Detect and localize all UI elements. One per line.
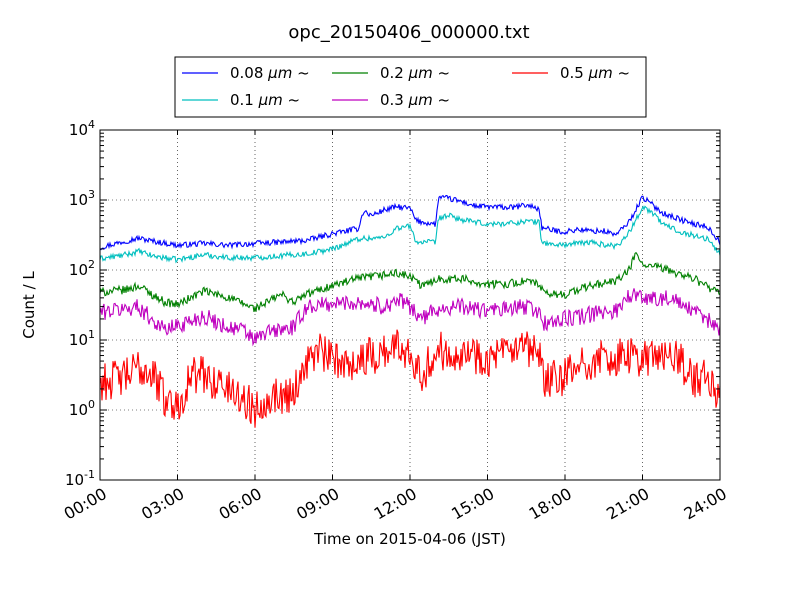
x-tick-label: 09:00 xyxy=(293,484,342,524)
y-tick-label: 103 xyxy=(69,188,95,209)
x-tick-label: 06:00 xyxy=(216,484,265,524)
x-tick-label: 00:00 xyxy=(61,484,110,524)
chart-title: opc_20150406_000000.txt xyxy=(288,22,529,43)
axis-ticks xyxy=(99,129,721,481)
series-line xyxy=(99,205,721,264)
x-tick-label: 21:00 xyxy=(603,484,652,524)
series-line xyxy=(99,194,721,251)
y-tick-labels: 10-1 100 101 102 103 104 xyxy=(65,118,95,489)
legend-label: 0.08 μm ~ xyxy=(230,64,310,82)
grid-lines xyxy=(100,130,720,480)
y-tick-label: 100 xyxy=(69,398,95,419)
legend: 0.08 μm ~ 0.1 μm ~ 0.2 μm ~ 0.3 μm ~ 0.5 μm … xyxy=(174,56,647,118)
y-tick-label: 10-1 xyxy=(65,468,95,489)
legend-label: 0.2 μm ~ xyxy=(380,64,450,82)
x-tick-label: 12:00 xyxy=(371,484,420,524)
y-axis-label: Count / L xyxy=(20,271,38,339)
x-axis-label: Time on 2015-04-06 (JST) xyxy=(313,530,506,548)
series-line xyxy=(99,288,721,347)
x-tick-labels: 00:00 03:00 06:00 09:00 12:00 15:00 18:00 21:00… xyxy=(61,484,730,524)
legend-label: 0.1 μm ~ xyxy=(230,91,300,109)
series-lines xyxy=(99,194,721,428)
series-line xyxy=(99,251,721,313)
plot-background xyxy=(100,130,720,480)
x-tick-label: 18:00 xyxy=(526,484,575,524)
y-tick-label: 101 xyxy=(69,328,95,349)
legend-box xyxy=(174,56,647,118)
series-line xyxy=(99,329,721,428)
x-tick-label: 03:00 xyxy=(138,484,187,524)
x-tick-label: 15:00 xyxy=(448,484,497,524)
legend-label: 0.3 μm ~ xyxy=(380,91,450,109)
plot-area xyxy=(99,129,721,481)
legend-label: 0.5 μm ~ xyxy=(560,64,630,82)
x-tick-label: 24:00 xyxy=(681,484,730,524)
y-tick-label: 104 xyxy=(69,118,95,139)
y-tick-label: 102 xyxy=(69,258,95,279)
